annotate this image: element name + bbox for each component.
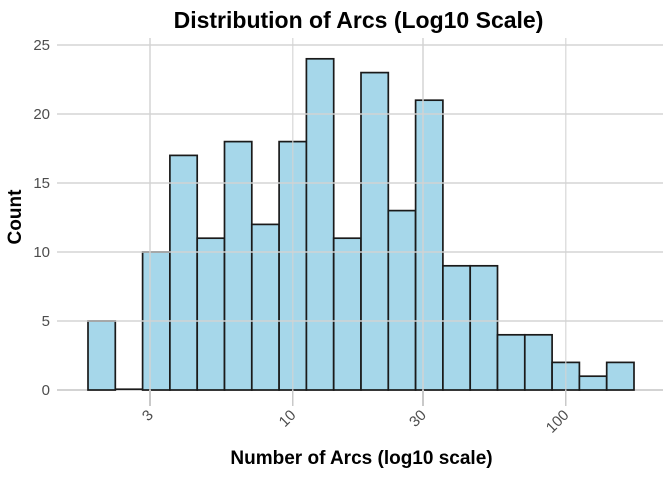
histogram-bar bbox=[250, 223, 280, 391]
histogram-bar bbox=[87, 320, 117, 391]
y-tick-label: 25 bbox=[33, 37, 50, 54]
histogram-bar bbox=[332, 237, 362, 391]
histogram-bar bbox=[523, 333, 553, 391]
y-axis-title: Count bbox=[5, 189, 26, 245]
histogram-bar bbox=[605, 361, 635, 391]
histogram-bar bbox=[578, 375, 608, 391]
x-tick-label: 30 bbox=[406, 407, 430, 431]
chart-title: Distribution of Arcs (Log10 Scale) bbox=[173, 7, 544, 33]
y-tick-label: 5 bbox=[42, 313, 50, 330]
histogram-bar bbox=[496, 333, 526, 391]
y-tick-label: 0 bbox=[42, 382, 50, 399]
histogram-bar bbox=[305, 57, 335, 391]
histogram-bar bbox=[414, 99, 444, 391]
x-tick-label: 3 bbox=[139, 407, 157, 425]
y-tick-label: 15 bbox=[33, 175, 50, 192]
histogram-bar bbox=[442, 264, 472, 391]
histogram-bar bbox=[169, 154, 199, 391]
histogram-bar bbox=[469, 264, 499, 391]
y-tick-label: 10 bbox=[33, 244, 50, 261]
x-tick-label: 100 bbox=[543, 407, 573, 437]
x-axis-title: Number of Arcs (log10 scale) bbox=[230, 448, 493, 469]
histogram-bar bbox=[196, 237, 226, 391]
x-tick-label: 10 bbox=[276, 407, 300, 431]
histogram-bar bbox=[387, 209, 417, 391]
y-tick-label: 20 bbox=[33, 106, 50, 123]
histogram-bar bbox=[223, 140, 253, 391]
histogram-bar bbox=[360, 71, 390, 391]
